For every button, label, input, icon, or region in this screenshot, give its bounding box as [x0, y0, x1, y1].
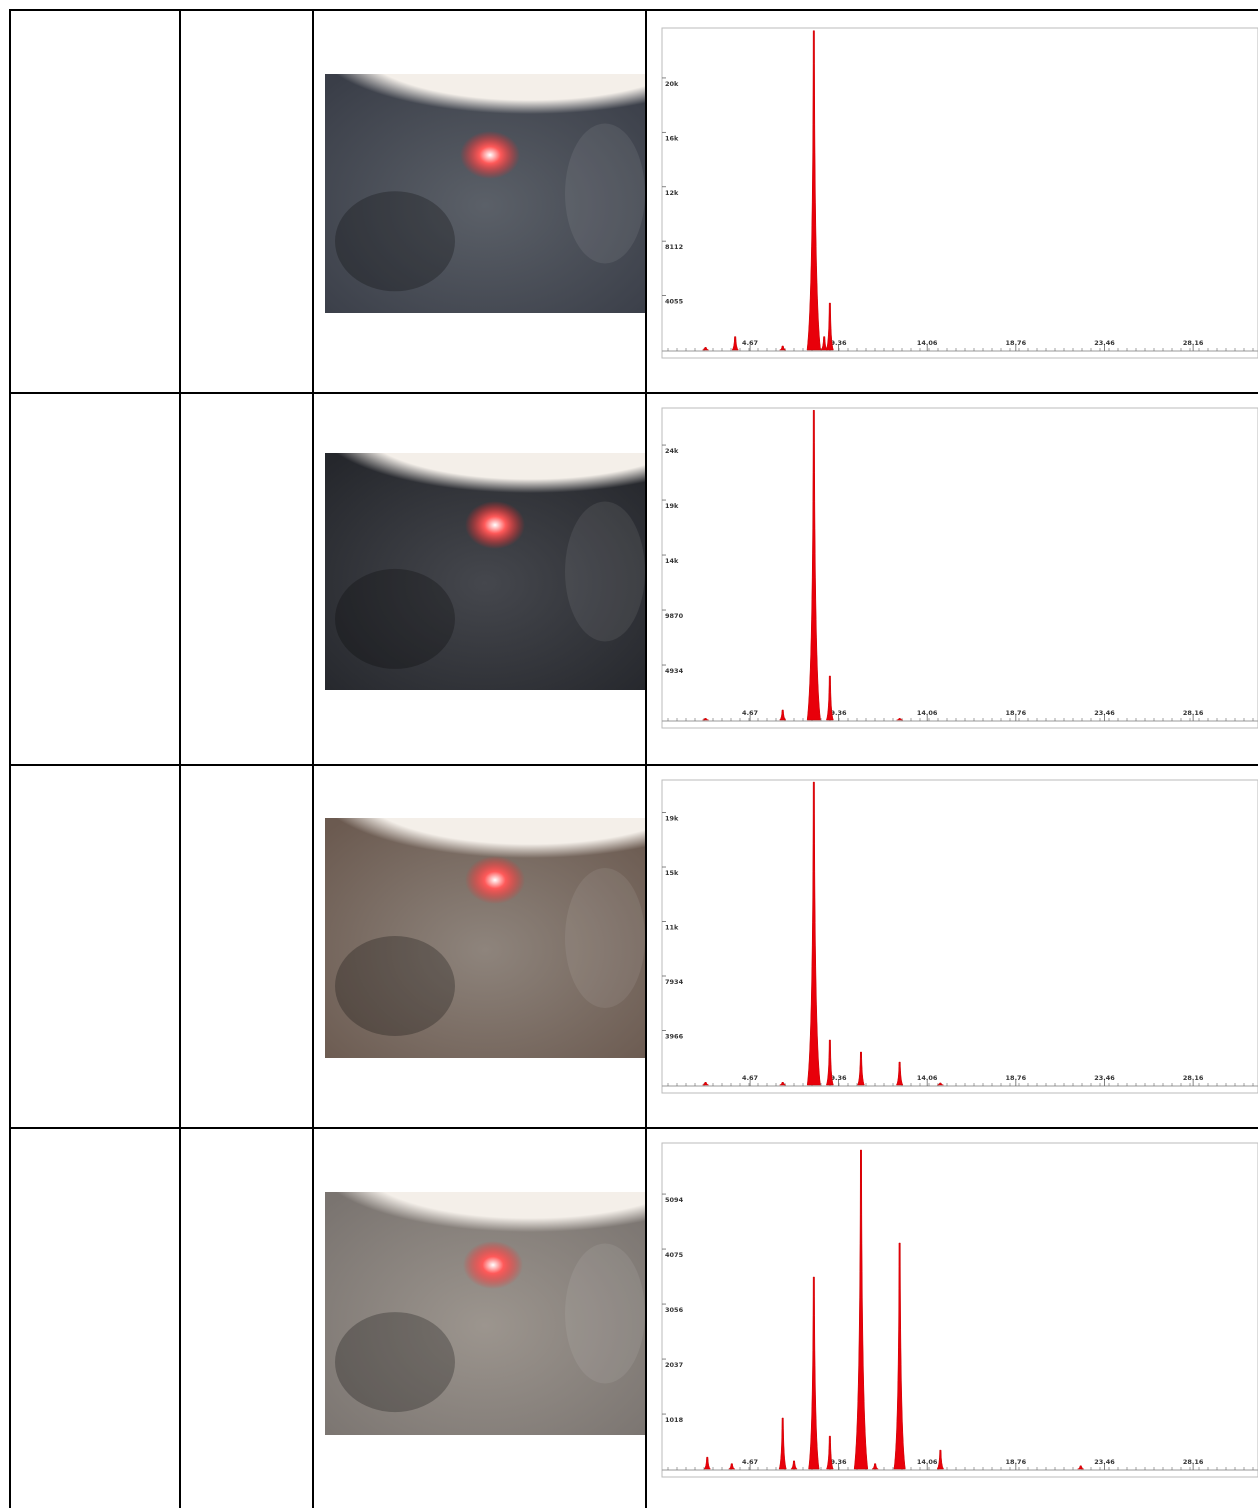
spectrum-peak: [806, 781, 821, 1086]
spectrum-peak: [896, 718, 903, 721]
table-border: [645, 9, 647, 1508]
sample-photo: [325, 74, 645, 313]
y-tick-label: 4934: [665, 667, 684, 675]
x-tick-label: 9.36: [831, 1074, 848, 1082]
chart-frame: [661, 1142, 1258, 1478]
table-border: [9, 392, 1258, 394]
y-tick-label: 12k: [665, 189, 679, 197]
spectrum-peak: [702, 1082, 709, 1086]
elements-cell: Cu, S,Fe, Pb,(K, Ca,Ni, Ag,Sn): [193, 765, 297, 1128]
spectrum-peak: [825, 302, 834, 351]
spectrum-peak: [825, 1039, 834, 1086]
x-tick-label: 18.76: [1006, 339, 1027, 347]
y-tick-label: 14k: [665, 557, 679, 565]
spectrum-peak: [871, 1463, 879, 1470]
x-tick-label: 4.67: [742, 339, 758, 347]
spectrum-peak: [779, 1082, 786, 1086]
spectrum-peak: [820, 336, 828, 351]
x-tick-label: 9.36: [831, 709, 848, 717]
spectrum-peak: [825, 675, 834, 721]
y-tick-label: 4075: [665, 1251, 684, 1259]
x-tick-label: 28.16: [1183, 339, 1204, 347]
x-tick-label: 4.67: [742, 709, 758, 717]
x-tick-label: 23.46: [1094, 339, 1115, 347]
spectrum-peak: [728, 1463, 735, 1470]
y-tick-label: 24k: [665, 447, 679, 455]
spectrum-peak: [778, 1417, 787, 1470]
x-tick-label: 18.76: [1006, 709, 1027, 717]
spectrum-peak: [1077, 1465, 1084, 1470]
table-border: [179, 9, 181, 1508]
spectrum-peak: [702, 347, 709, 351]
spectrum-peak: [826, 1435, 834, 1470]
spectrum-peak: [703, 1456, 712, 1470]
x-tick-label: 18.76: [1006, 1074, 1027, 1082]
y-tick-label: 4055: [665, 298, 684, 306]
elements-cell: Cu, S,Ca, Fe,Zn, (Al,Ni, As,Sn, Sb,Pb): [193, 10, 297, 393]
x-tick-label: 9.36: [831, 339, 848, 347]
chart-frame: [661, 779, 1258, 1094]
y-tick-label: 11k: [665, 924, 679, 932]
x-tick-label: 14.06: [917, 339, 938, 347]
x-tick-label: 14.06: [917, 709, 938, 717]
sample-cell: A3, crni,unutarnjidio(mjerenopoprečnona …: [23, 10, 165, 393]
x-tick-label: 23.46: [1094, 1074, 1115, 1082]
spectrum-peak: [806, 409, 821, 721]
table-border: [9, 9, 1258, 11]
y-tick-label: 2037: [665, 1361, 683, 1369]
spectrum-peak: [779, 345, 786, 351]
table-border: [9, 1127, 1258, 1129]
spectrum-peak: [857, 1051, 865, 1086]
y-tick-label: 5094: [665, 1196, 684, 1204]
x-tick-label: 4.67: [742, 1458, 758, 1466]
y-tick-label: 3966: [665, 1033, 684, 1041]
table-border: [9, 9, 11, 1508]
sample-cell: B11,(prikazan jejedan od 5identičnihspek…: [23, 1128, 165, 1508]
y-tick-label: 9870: [665, 612, 684, 620]
y-tick-label: 8112: [665, 243, 683, 251]
y-tick-label: 20k: [665, 80, 679, 88]
spectrum-peak: [789, 1460, 799, 1470]
elements-cell: Cu, S,Fe, (K,Ca, Ni,Ag, Sn,Pb): [193, 393, 297, 765]
sample-cell: A5, crni,(gornji)dio/sloj: [23, 393, 165, 765]
x-tick-label: 9.36: [831, 1458, 848, 1466]
x-tick-label: 18.76: [1006, 1458, 1027, 1466]
table-border: [9, 764, 1258, 766]
y-tick-label: 19k: [665, 815, 679, 823]
spectrum-peak: [702, 718, 709, 721]
spectrum-peak: [806, 30, 821, 351]
spectrum-peak: [808, 1276, 820, 1470]
y-tick-label: 19k: [665, 502, 679, 510]
y-tick-label: 1018: [665, 1416, 684, 1424]
x-tick-label: 23.46: [1094, 1458, 1115, 1466]
elements-cell: Cu, Pb,S, Ca,Fe, Ni,Ag, Sn,(K, Zn,As): [193, 1128, 297, 1508]
table-border: [312, 9, 314, 1508]
spectrum-peak: [937, 1082, 944, 1086]
spectrum-peak: [731, 336, 739, 351]
chart-frame: [661, 27, 1258, 359]
x-tick-label: 23.46: [1094, 709, 1115, 717]
x-tick-label: 28.16: [1183, 1458, 1204, 1466]
y-tick-label: 16k: [665, 134, 679, 142]
x-tick-label: 14.06: [917, 1458, 938, 1466]
x-tick-label: 14.06: [917, 1074, 938, 1082]
spectrum-peak: [778, 709, 787, 721]
y-tick-label: 15k: [665, 869, 679, 877]
x-tick-label: 28.16: [1183, 709, 1204, 717]
sample-photo: [325, 453, 645, 690]
spectrum-peak: [936, 1449, 945, 1470]
spectrum-peak: [895, 1061, 904, 1086]
spectrum-peak: [893, 1242, 906, 1470]
sample-photo: [325, 1192, 645, 1435]
y-tick-label: 3056: [665, 1306, 684, 1314]
chart-frame: [661, 407, 1258, 729]
sample-cell: A5,svjetliji,(donji)dio/sloj: [23, 765, 165, 1128]
x-tick-label: 28.16: [1183, 1074, 1204, 1082]
x-tick-label: 4.67: [742, 1074, 758, 1082]
sample-photo: [325, 818, 645, 1058]
spectrum-peak: [853, 1149, 869, 1470]
y-tick-label: 7934: [665, 978, 684, 986]
